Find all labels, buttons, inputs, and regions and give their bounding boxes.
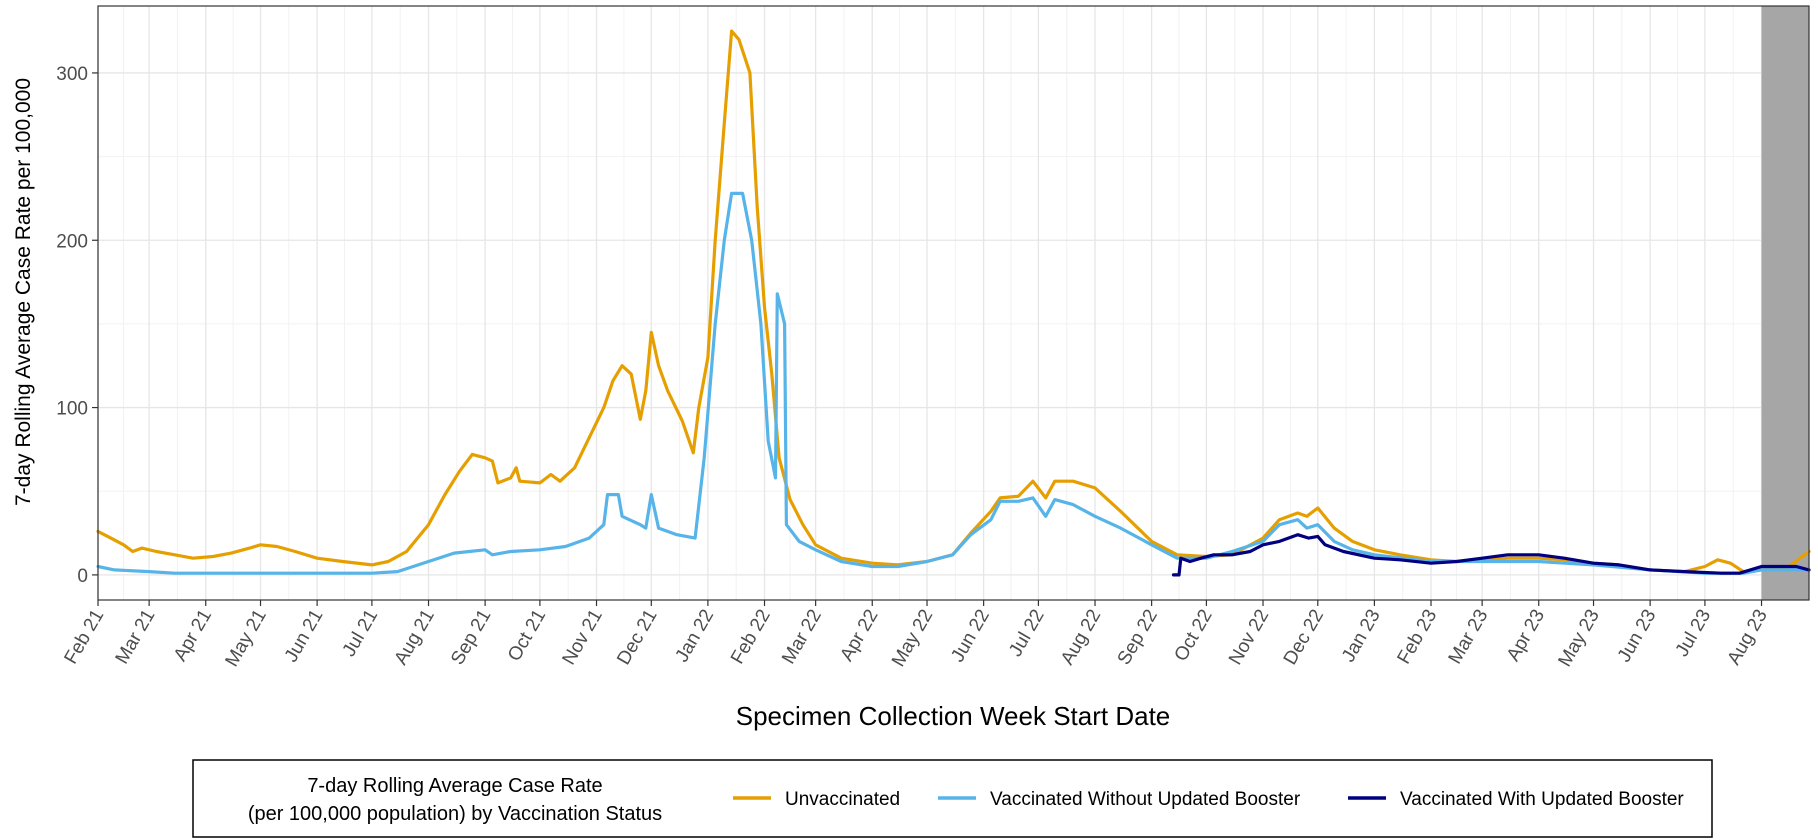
shaded-period	[1761, 6, 1809, 600]
y-tick-label: 300	[56, 64, 88, 85]
x-tick-label: Feb 22	[727, 606, 775, 668]
y-tick-label: 200	[56, 231, 88, 252]
x-tick-label: Mar 21	[112, 606, 160, 668]
series-line-2	[96, 191, 1811, 575]
x-tick-label: Oct 21	[504, 606, 550, 665]
grid-lines	[97, 6, 1809, 600]
x-tick-label: Oct 22	[1171, 606, 1217, 665]
series-line-3	[1171, 533, 1811, 577]
legend-title-line1: 7-day Rolling Average Case Rate	[307, 775, 602, 797]
x-tick-label: Mar 22	[778, 606, 826, 668]
x-axis: Feb 21 Mar 21 Apr 21 May 21 Jun 21 Jul 21 Aug …	[61, 600, 1772, 670]
x-tick-label: Apr 23	[1503, 606, 1549, 665]
legend-title-line2: (per 100,000 population) by Vaccination …	[248, 803, 662, 825]
x-tick-label: Aug 22	[1057, 606, 1105, 669]
x-tick-label: Jun 21	[281, 606, 328, 666]
x-tick-label: May 21	[222, 606, 271, 670]
shaded-region	[1761, 6, 1809, 600]
x-tick-label: Apr 21	[170, 606, 216, 665]
x-tick-label: May 23	[1555, 606, 1604, 670]
x-tick-label: May 22	[888, 606, 937, 670]
x-tick-label: Jul 22	[1005, 606, 1049, 660]
legend-label-1: Unvaccinated	[785, 789, 900, 810]
legend: 7-day Rolling Average Case Rate (per 100…	[192, 759, 1713, 838]
x-tick-label: Feb 21	[61, 606, 109, 668]
series-line-1	[96, 29, 1811, 574]
x-tick-label: Nov 22	[1225, 606, 1273, 669]
x-tick-label: Aug 23	[1724, 606, 1772, 669]
series-lines	[96, 29, 1811, 577]
legend-label-2: Vaccinated Without Updated Booster	[990, 789, 1301, 810]
x-tick-label: Mar 23	[1445, 606, 1493, 668]
x-tick-label: Jun 22	[947, 606, 994, 666]
x-tick-label: Sep 22	[1114, 606, 1162, 669]
x-tick-label: Feb 23	[1394, 606, 1442, 668]
x-tick-label: Jun 23	[1614, 606, 1661, 666]
x-tick-label: Jul 23	[1672, 606, 1716, 660]
x-tick-label: Jul 21	[339, 606, 383, 660]
x-tick-label: Apr 22	[836, 606, 882, 665]
x-tick-label: Jan 22	[672, 606, 719, 666]
y-axis: 0 100 200 300	[56, 64, 98, 587]
legend-items: Unvaccinated Vaccinated Without Updated B…	[733, 789, 1684, 810]
x-tick-label: Sep 21	[447, 606, 495, 669]
x-tick-label: Dec 22	[1280, 606, 1328, 669]
y-axis-title: 7-day Rolling Average Case Rate per 100,…	[12, 78, 35, 506]
x-axis-title: Specimen Collection Week Start Date	[736, 701, 1171, 731]
y-tick-label: 100	[56, 399, 88, 420]
x-tick-label: Jan 23	[1338, 606, 1385, 666]
legend-label-3: Vaccinated With Updated Booster	[1400, 789, 1684, 810]
y-tick-label: 0	[77, 566, 88, 587]
x-tick-label: Nov 21	[559, 606, 607, 669]
x-tick-label: Aug 21	[391, 606, 439, 669]
x-tick-label: Dec 21	[613, 606, 661, 669]
plot-frame	[97, 5, 1810, 601]
